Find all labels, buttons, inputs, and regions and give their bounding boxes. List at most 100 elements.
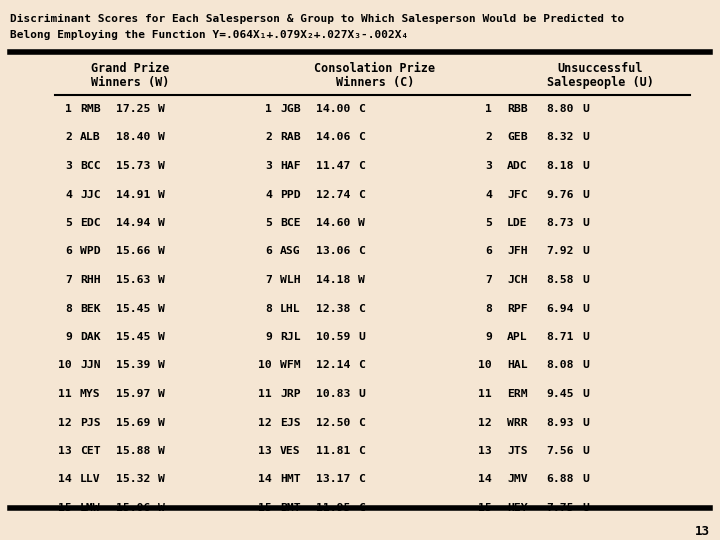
Text: W: W xyxy=(358,275,365,285)
Text: LMW: LMW xyxy=(80,503,101,513)
Text: W: W xyxy=(158,275,165,285)
Text: 2: 2 xyxy=(265,132,272,143)
Text: 14.60: 14.60 xyxy=(315,218,350,228)
Text: GEB: GEB xyxy=(507,132,528,143)
Text: C: C xyxy=(358,161,365,171)
Text: 14.91: 14.91 xyxy=(116,190,150,199)
Text: W: W xyxy=(158,190,165,199)
Text: 14: 14 xyxy=(478,475,492,484)
Text: W: W xyxy=(158,361,165,370)
Text: JCH: JCH xyxy=(507,275,528,285)
Text: 15.45: 15.45 xyxy=(116,303,150,314)
Text: 3: 3 xyxy=(65,161,72,171)
Text: 15.88: 15.88 xyxy=(116,446,150,456)
Text: U: U xyxy=(582,132,589,143)
Text: ASG: ASG xyxy=(280,246,301,256)
Text: 1: 1 xyxy=(265,104,272,114)
Text: C: C xyxy=(358,417,365,428)
Text: JTS: JTS xyxy=(507,446,528,456)
Text: 8.18: 8.18 xyxy=(546,161,574,171)
Text: U: U xyxy=(582,361,589,370)
Text: 15: 15 xyxy=(258,503,272,513)
Text: U: U xyxy=(582,332,589,342)
Text: JFH: JFH xyxy=(507,246,528,256)
Text: VES: VES xyxy=(280,446,301,456)
Text: ADC: ADC xyxy=(507,161,528,171)
Text: 8.58: 8.58 xyxy=(546,275,574,285)
Text: 12.74: 12.74 xyxy=(315,190,350,199)
Text: W: W xyxy=(158,104,165,114)
Text: 11.81: 11.81 xyxy=(315,446,350,456)
Text: 11: 11 xyxy=(58,389,72,399)
Text: 6: 6 xyxy=(265,246,272,256)
Text: 15.66: 15.66 xyxy=(116,246,150,256)
Text: C: C xyxy=(358,475,365,484)
Text: 17.25: 17.25 xyxy=(116,104,150,114)
Text: 15.32: 15.32 xyxy=(116,475,150,484)
Text: 15: 15 xyxy=(58,503,72,513)
Text: ALB: ALB xyxy=(80,132,101,143)
Text: 15: 15 xyxy=(478,503,492,513)
Text: 14.94: 14.94 xyxy=(116,218,150,228)
Text: LLV: LLV xyxy=(80,475,101,484)
Text: JMV: JMV xyxy=(507,475,528,484)
Text: 6: 6 xyxy=(485,246,492,256)
Text: Discriminant Scores for Each Salesperson & Group to Which Salesperson Would be P: Discriminant Scores for Each Salesperson… xyxy=(10,14,624,24)
Text: JFC: JFC xyxy=(507,190,528,199)
Text: C: C xyxy=(358,503,365,513)
Text: 13.06: 13.06 xyxy=(315,246,350,256)
Text: BCE: BCE xyxy=(280,218,301,228)
Text: 8: 8 xyxy=(485,303,492,314)
Text: LHL: LHL xyxy=(280,303,301,314)
Text: 5: 5 xyxy=(265,218,272,228)
Text: PPD: PPD xyxy=(280,190,301,199)
Text: WPD: WPD xyxy=(80,246,101,256)
Text: 8.32: 8.32 xyxy=(546,132,574,143)
Text: 12.50: 12.50 xyxy=(315,417,350,428)
Text: 7: 7 xyxy=(265,275,272,285)
Text: WLH: WLH xyxy=(280,275,301,285)
Text: 10.83: 10.83 xyxy=(315,389,350,399)
Text: 14: 14 xyxy=(258,475,272,484)
Text: 15.39: 15.39 xyxy=(116,361,150,370)
Text: 14.00: 14.00 xyxy=(315,104,350,114)
Text: 9.76: 9.76 xyxy=(546,190,574,199)
Text: 12.38: 12.38 xyxy=(315,303,350,314)
Text: 9: 9 xyxy=(265,332,272,342)
Text: Winners (W): Winners (W) xyxy=(91,76,169,89)
Text: U: U xyxy=(582,190,589,199)
Text: C: C xyxy=(358,303,365,314)
Text: JGB: JGB xyxy=(280,104,301,114)
Text: W: W xyxy=(158,132,165,143)
Text: JJC: JJC xyxy=(80,190,101,199)
Text: 14.06: 14.06 xyxy=(315,132,350,143)
Text: 10: 10 xyxy=(478,361,492,370)
Text: 10: 10 xyxy=(258,361,272,370)
Text: 10.59: 10.59 xyxy=(315,332,350,342)
Text: 11.95: 11.95 xyxy=(315,503,350,513)
Text: W: W xyxy=(158,503,165,513)
Text: 12: 12 xyxy=(478,417,492,428)
Text: 12.14: 12.14 xyxy=(315,361,350,370)
Text: W: W xyxy=(158,303,165,314)
Text: HAL: HAL xyxy=(507,361,528,370)
Text: RMB: RMB xyxy=(80,104,101,114)
Text: 8.80: 8.80 xyxy=(546,104,574,114)
Text: HMT: HMT xyxy=(280,475,301,484)
Text: 18.40: 18.40 xyxy=(116,132,150,143)
Text: Winners (C): Winners (C) xyxy=(336,76,414,89)
Text: 13: 13 xyxy=(258,446,272,456)
Text: W: W xyxy=(358,218,365,228)
Text: 8.73: 8.73 xyxy=(546,218,574,228)
Text: 2: 2 xyxy=(485,132,492,143)
Text: U: U xyxy=(582,446,589,456)
Text: U: U xyxy=(582,303,589,314)
Text: W: W xyxy=(158,332,165,342)
Text: 8: 8 xyxy=(65,303,72,314)
Text: 3: 3 xyxy=(485,161,492,171)
Text: Salespeople (U): Salespeople (U) xyxy=(546,76,654,89)
Text: 3: 3 xyxy=(265,161,272,171)
Text: 7.92: 7.92 xyxy=(546,246,574,256)
Text: HAF: HAF xyxy=(280,161,301,171)
Text: APL: APL xyxy=(507,332,528,342)
